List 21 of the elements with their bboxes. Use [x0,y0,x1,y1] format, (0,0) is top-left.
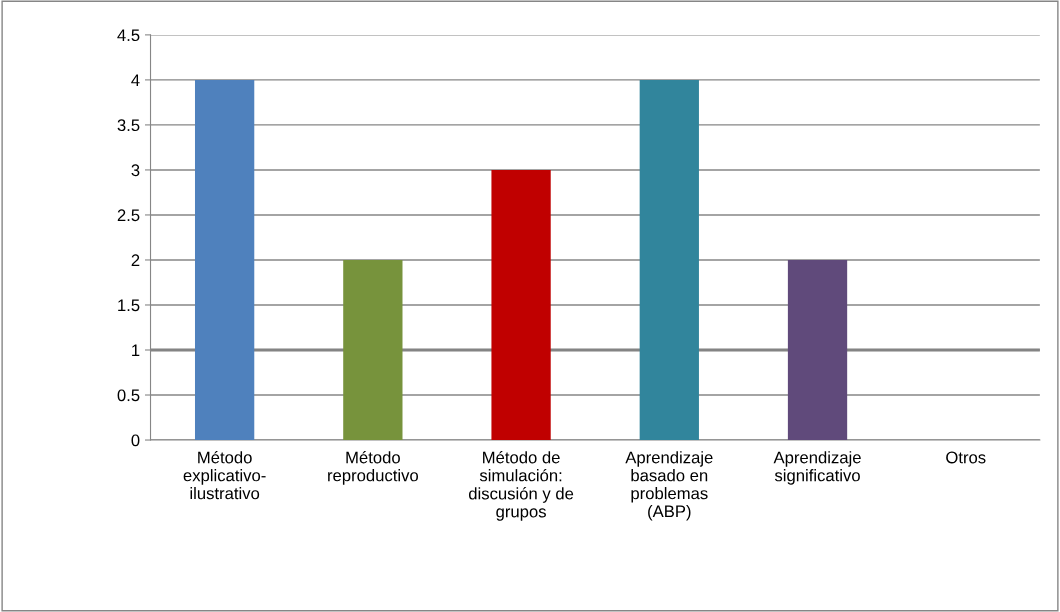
y-tick-label: 0 [131,434,140,447]
bar [491,169,551,441]
y-tick-label: 3.5 [117,119,140,132]
bar [639,79,699,441]
y-tick-label: 3 [131,164,140,177]
bar [787,259,848,441]
y-tick-label: 2.5 [117,209,140,222]
x-tick-label: Aprendizaje significativo [773,451,861,485]
y-tick-label: 2 [131,254,140,266]
x-tick-label: Aprendizaje basado en problemas (ABP) [625,451,713,521]
x-tick-label: Método explicativo- ilustrativo [183,450,266,500]
bar [343,259,403,441]
x-tick-label: Otros [946,451,986,464]
y-tick-label: 4 [131,74,140,86]
y-tick-label: 1 [132,344,140,357]
bar [194,79,255,441]
y-tick-label: 4.5 [117,29,140,42]
y-tick-label: 1.5 [118,299,140,312]
x-tick-label: Método reproductivo [328,450,419,485]
x-tick-label: Método de simulación: discusión y de grupos [468,450,574,521]
y-tick-label: 0.5 [117,389,140,402]
